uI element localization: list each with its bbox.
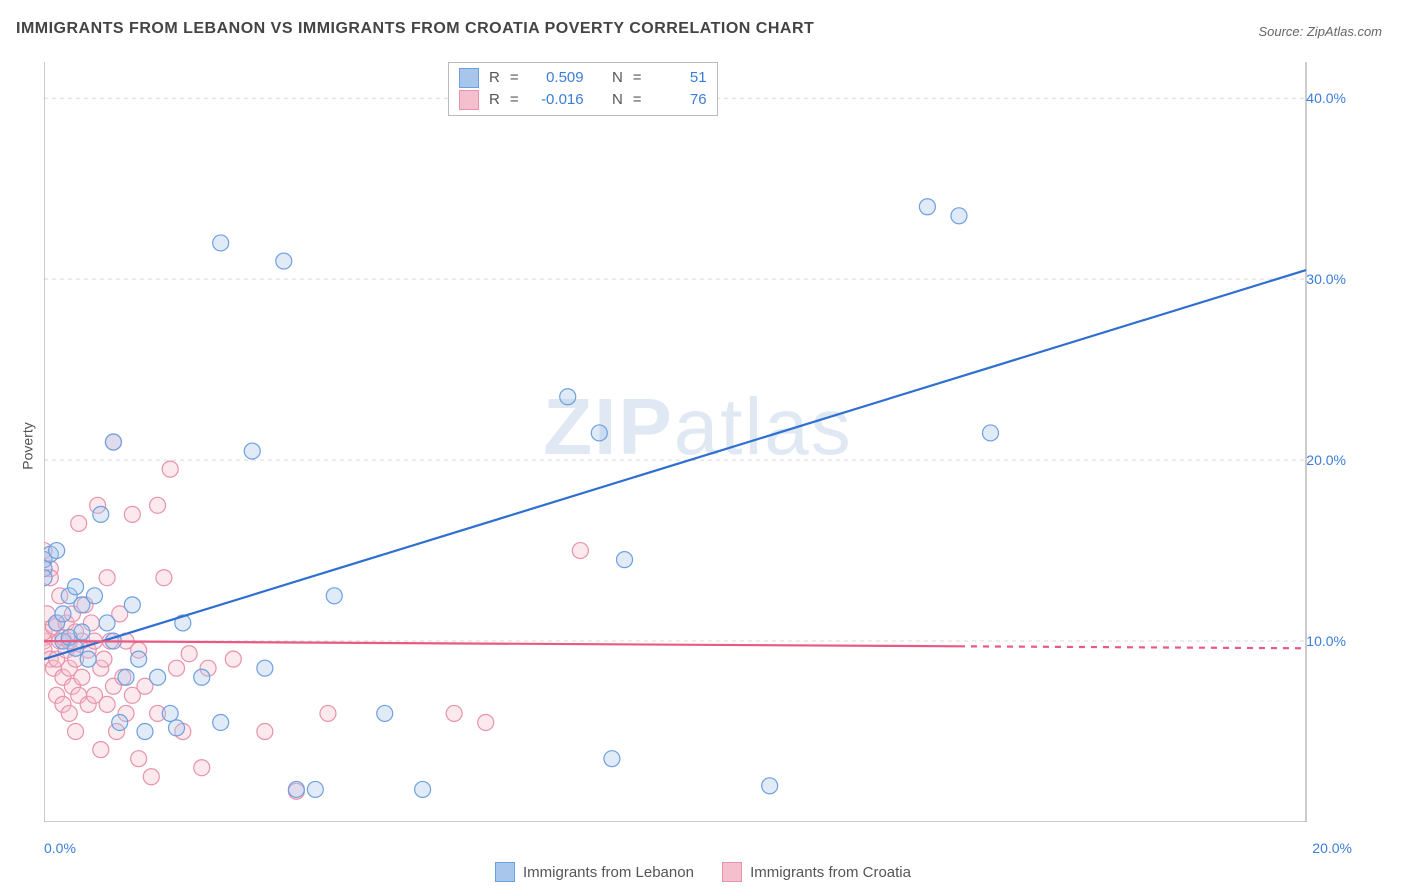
legend-row-croatia: R = -0.016 N = 76 [459,89,707,111]
svg-text:40.0%: 40.0% [1306,90,1346,106]
legend-label-lebanon: Immigrants from Lebanon [523,864,694,881]
r-value-lebanon: 0.509 [529,67,584,89]
series-legend: Immigrants from Lebanon Immigrants from … [0,862,1406,886]
scatter-plot: ZIPatlas 10.0%20.0%30.0%40.0% [44,62,1352,822]
x-tick-0: 0.0% [44,840,76,856]
n-value-lebanon: 51 [652,67,707,89]
swatch-croatia [459,90,479,110]
svg-text:30.0%: 30.0% [1306,271,1346,287]
svg-text:20.0%: 20.0% [1306,452,1346,468]
swatch-croatia-icon [722,862,742,882]
n-value-croatia: 76 [652,89,707,111]
legend-item-croatia: Immigrants from Croatia [722,862,911,882]
correlation-legend: R = 0.509 N = 51 R = -0.016 N = 76 [448,62,718,116]
legend-label-croatia: Immigrants from Croatia [750,864,911,881]
chart-title: IMMIGRANTS FROM LEBANON VS IMMIGRANTS FR… [16,20,814,38]
svg-text:10.0%: 10.0% [1306,633,1346,649]
legend-row-lebanon: R = 0.509 N = 51 [459,67,707,89]
x-tick-20: 20.0% [1312,840,1352,856]
y-axis-label: Poverty [20,422,36,469]
source-label: Source: ZipAtlas.com [1258,24,1382,39]
legend-item-lebanon: Immigrants from Lebanon [495,862,694,882]
swatch-lebanon [459,68,479,88]
r-value-croatia: -0.016 [529,89,584,111]
swatch-lebanon-icon [495,862,515,882]
